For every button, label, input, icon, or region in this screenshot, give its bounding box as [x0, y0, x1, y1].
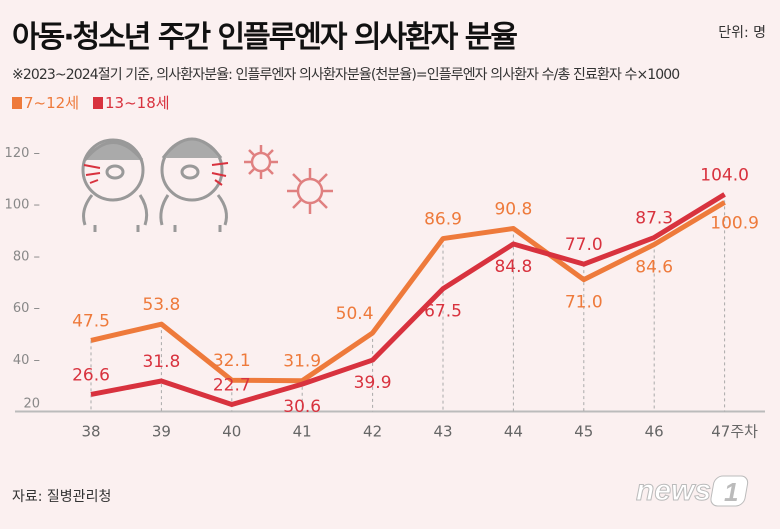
y-tick-label: 20	[23, 397, 40, 412]
data-label: 67.5	[424, 302, 462, 322]
data-label: 53.8	[142, 295, 180, 315]
legend-label: 7~12세	[24, 94, 79, 112]
chart-note: ※2023~2024절기 기준, 의사환자분율: 인플루엔자 의사환자분율(천분…	[12, 67, 680, 83]
legend-item-7-12: 7~12세	[12, 92, 79, 113]
x-tick-label: 44	[504, 423, 523, 441]
legend-label: 13~18세	[105, 94, 170, 112]
data-label: 90.8	[494, 199, 532, 219]
series-line-13-18	[90, 192, 726, 408]
virus-icon	[244, 145, 333, 214]
sneezing-girl-icon	[81, 138, 149, 232]
y-tick-label: 80 –	[13, 249, 40, 264]
data-label: 104.0	[700, 165, 749, 185]
x-tick-label: 42	[363, 423, 382, 441]
legend-swatch	[12, 97, 22, 109]
illustration	[81, 137, 333, 232]
data-label: 71.0	[565, 293, 603, 313]
data-label: 39.9	[354, 373, 392, 393]
data-label: 32.1	[213, 351, 251, 371]
data-label: 87.3	[635, 209, 673, 229]
page-title: 아동·청소년 주간 인플루엔자 의사환자 분율	[12, 20, 518, 55]
data-label: 30.6	[283, 397, 321, 417]
legend-item-13-18: 13~18세	[93, 92, 170, 113]
x-tick-label: 39	[152, 423, 171, 441]
data-label: 84.8	[494, 257, 532, 277]
x-tick-label: 43	[433, 423, 452, 441]
legend: 7~12세 13~18세	[12, 92, 170, 113]
x-tick-label: 41	[293, 423, 312, 441]
data-label: 31.9	[283, 352, 321, 372]
x-tick-label: 40	[222, 423, 241, 441]
data-label: 77.0	[565, 235, 603, 255]
data-label: 84.6	[635, 258, 673, 278]
data-label: 100.9	[710, 213, 759, 233]
source-label: 자료: 질병관리청	[12, 489, 112, 505]
data-label: 31.8	[142, 352, 180, 372]
svg-text:news: news	[636, 474, 711, 507]
sneezing-boy-icon	[159, 137, 229, 232]
y-tick-label: 120 –	[5, 146, 40, 161]
svg-text:1: 1	[724, 477, 738, 507]
legend-swatch	[93, 97, 103, 109]
y-tick-label: 100 –	[5, 198, 40, 213]
data-label: 50.4	[336, 304, 374, 324]
x-tick-label: 45	[574, 423, 593, 441]
series-line-7-12	[90, 200, 726, 384]
data-label: 26.6	[72, 365, 110, 385]
unit-label: 단위: 명	[718, 25, 766, 41]
x-tick-label: 38	[81, 423, 100, 441]
x-tick-label: 46	[645, 423, 664, 441]
y-tick-label: 40 –	[13, 353, 40, 368]
data-label: 47.5	[72, 311, 110, 331]
y-tick-label: 60 –	[13, 301, 40, 316]
data-label: 86.9	[424, 210, 462, 230]
data-label: 22.7	[213, 376, 251, 396]
x-tick-label: 47주차	[711, 423, 758, 441]
news1-logo: news 1	[636, 470, 766, 514]
